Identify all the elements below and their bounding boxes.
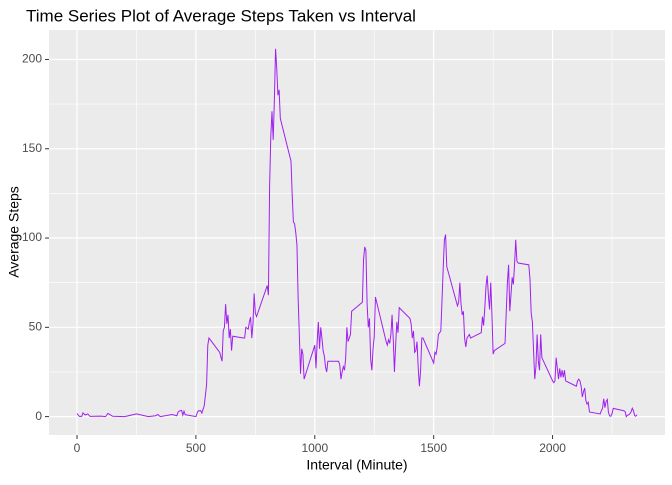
x-tick-label: 1000 [301,441,328,455]
plot-panel [49,30,665,435]
y-tick-label: 200 [22,52,42,66]
chart-title: Time Series Plot of Average Steps Taken … [26,6,416,25]
data-line [76,48,638,418]
y-tick-label: 150 [22,141,42,155]
y-axis-label: Average Steps [6,186,22,278]
x-axis-label: Interval (Minute) [306,457,407,473]
x-tick-label: 0 [74,441,81,455]
x-tick-label: 1500 [420,441,447,455]
x-tick-label: 500 [186,441,206,455]
y-tick-label: 50 [29,319,43,333]
x-tick-label: 2000 [539,441,566,455]
y-tick-label: 0 [35,409,42,423]
y-tick-label: 100 [22,230,42,244]
